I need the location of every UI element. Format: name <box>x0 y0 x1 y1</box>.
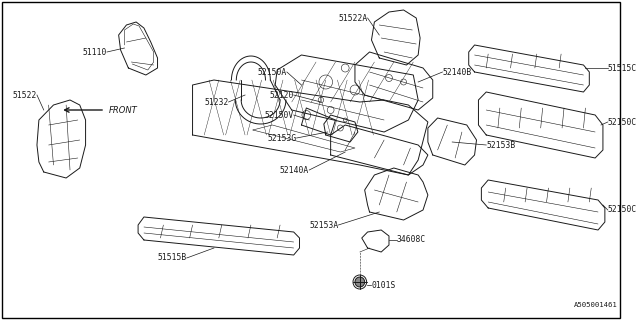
Text: 52140B: 52140B <box>442 68 472 76</box>
Text: 52150C: 52150C <box>608 117 637 126</box>
Text: 51522A: 51522A <box>339 13 367 22</box>
Text: 52150A: 52150A <box>258 68 287 76</box>
Text: 51110: 51110 <box>83 47 107 57</box>
Text: FRONT: FRONT <box>109 106 138 115</box>
Text: 0101S: 0101S <box>371 281 396 290</box>
Text: 52153B: 52153B <box>486 140 515 149</box>
Circle shape <box>355 277 365 287</box>
Text: A505001461: A505001461 <box>574 302 618 308</box>
Text: 51522: 51522 <box>13 91 37 100</box>
Text: 51515B: 51515B <box>157 253 187 262</box>
Text: 34608C: 34608C <box>397 236 426 244</box>
Text: 52150V: 52150V <box>264 110 294 119</box>
Text: 51232: 51232 <box>204 98 228 107</box>
Text: 52153A: 52153A <box>309 220 339 229</box>
Text: 51515C: 51515C <box>608 63 637 73</box>
Text: 52153G: 52153G <box>268 133 296 142</box>
Text: 52140A: 52140A <box>280 165 309 174</box>
Text: 52120: 52120 <box>269 91 294 100</box>
Text: 52150C: 52150C <box>608 205 637 214</box>
